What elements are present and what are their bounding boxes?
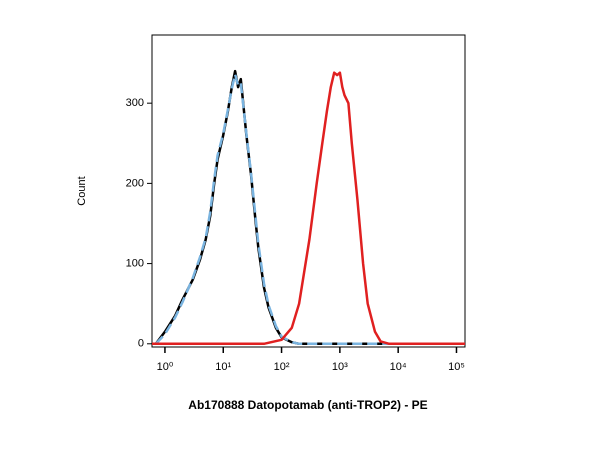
histogram-line <box>154 73 457 346</box>
histogram-line <box>154 69 457 346</box>
x-tick-label: 10⁵ <box>448 361 465 373</box>
x-axis-label: Ab170888 Datopotamab (anti-TROP2) - PE <box>188 398 427 412</box>
y-tick-label: 200 <box>126 177 144 189</box>
x-tick-label: 10² <box>274 361 290 373</box>
x-tick-label: 10⁴ <box>390 361 407 373</box>
y-axis-label: Count <box>76 176 88 205</box>
y-tick-label: 0 <box>138 338 144 350</box>
plot-frame <box>151 34 466 348</box>
x-tick-label: 10³ <box>332 361 348 373</box>
x-tick-label: 10⁰ <box>157 361 174 373</box>
y-tick-label: 100 <box>126 257 144 269</box>
y-tick-label: 300 <box>126 97 144 109</box>
histogram-line <box>152 71 465 346</box>
x-tick-label: 10¹ <box>215 361 231 373</box>
